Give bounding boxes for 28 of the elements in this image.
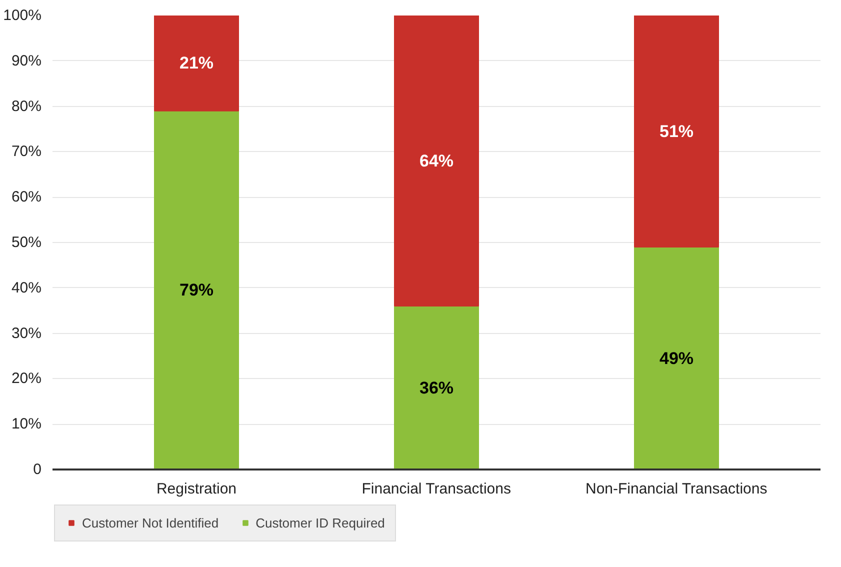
legend-label: Customer Not Identified (82, 515, 219, 530)
data-label: 36% (419, 378, 454, 398)
y-tick-label: 100% (3, 7, 42, 24)
y-tick-label: 10% (11, 416, 42, 433)
x-tick-label: Registration (156, 480, 237, 498)
bar (154, 110, 239, 470)
y-tick-label: 80% (11, 98, 42, 115)
bar (394, 16, 479, 307)
data-label: 79% (179, 280, 214, 300)
bar (634, 16, 719, 248)
bar (154, 16, 239, 112)
data-label: 51% (659, 122, 694, 141)
bar (634, 246, 719, 470)
data-label: 49% (659, 348, 694, 368)
y-tick-label: 70% (11, 143, 42, 160)
x-tick-label: Non-Financial Transactions (585, 480, 768, 498)
x-tick-label: Financial Transactions (362, 480, 511, 498)
data-label: 21% (179, 54, 214, 73)
data-label: 64% (419, 151, 454, 170)
y-tick-label: 60% (11, 188, 42, 206)
bar (394, 306, 479, 470)
y-tick-label: 20% (11, 370, 42, 388)
y-tick-label: 90% (11, 52, 42, 70)
y-tick-label: 30% (11, 324, 42, 342)
legend-label: Customer ID Required (256, 515, 385, 530)
y-tick-label: 0 (33, 461, 42, 478)
y-tick-label: 50% (11, 234, 42, 251)
y-tick-label: 40% (11, 279, 42, 296)
